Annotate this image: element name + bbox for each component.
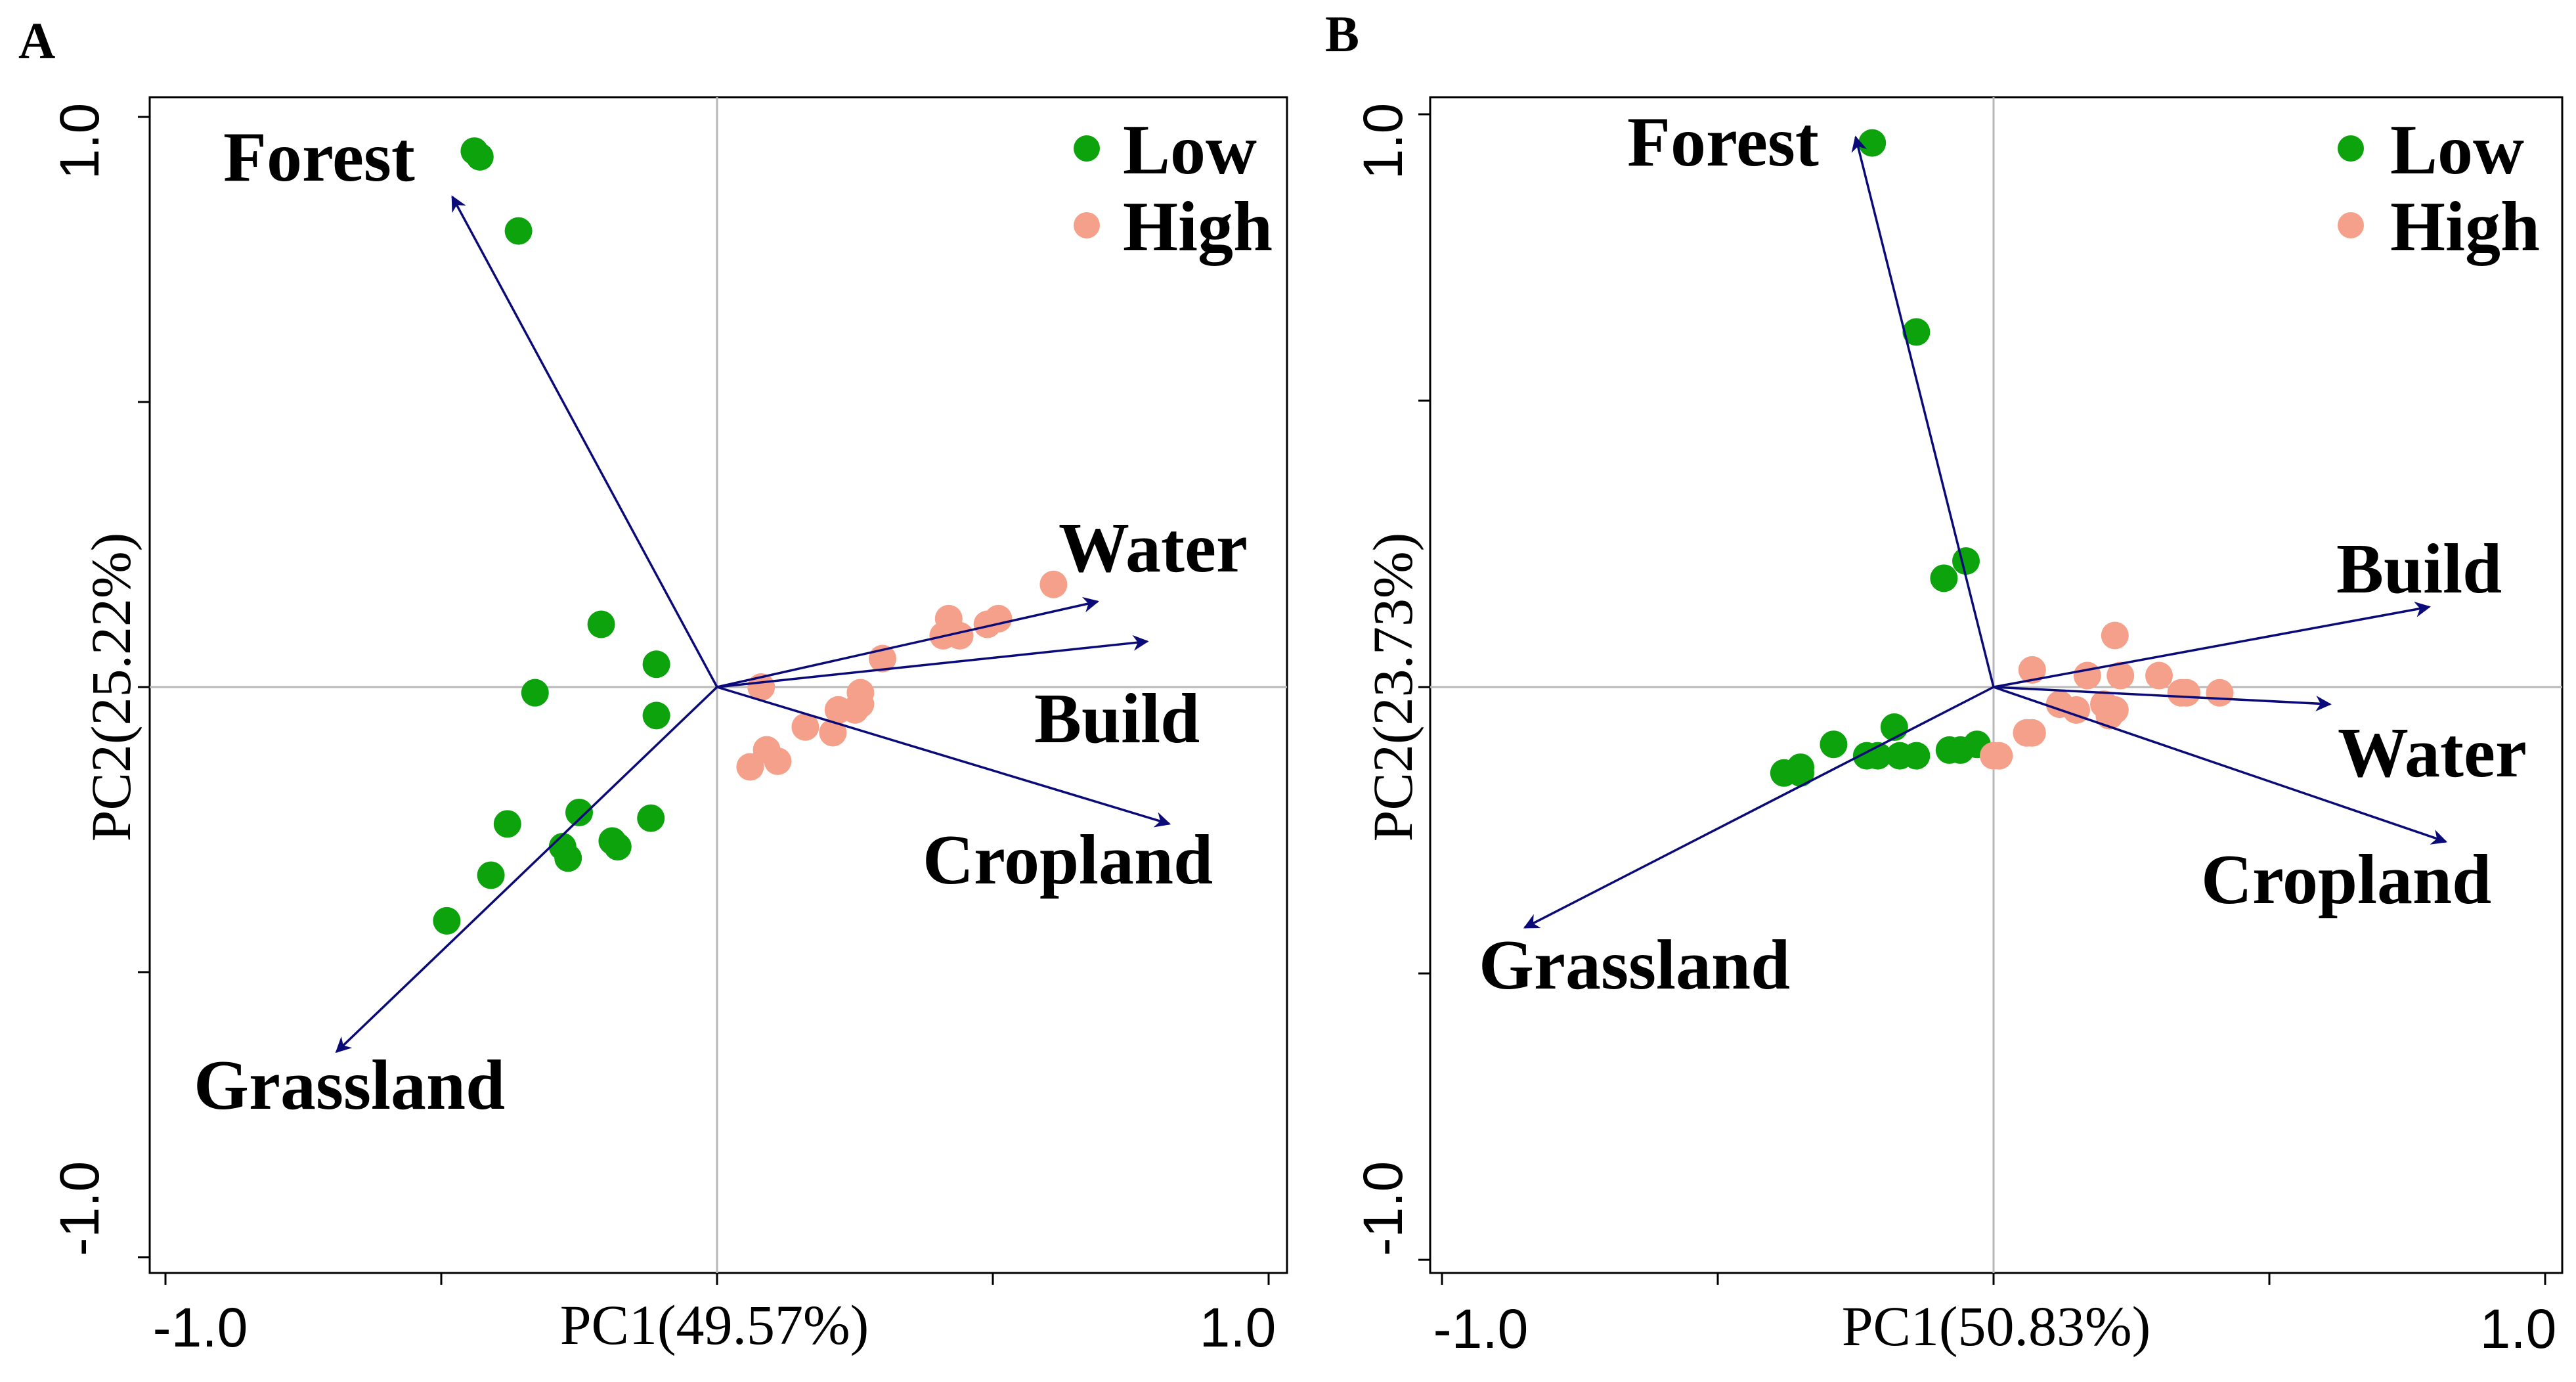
data-point-low: [1770, 759, 1798, 787]
loading-arrow-build: [716, 635, 1149, 688]
data-point-low: [504, 217, 533, 245]
x-tick-label: 1.0: [2480, 1298, 2557, 1360]
data-point-high: [2145, 661, 2173, 690]
data-point-high: [2013, 719, 2041, 747]
y-tick-label: 1.0: [1352, 103, 1414, 180]
panel-letter: B: [1325, 5, 1359, 62]
legend-label-low: Low: [1123, 111, 1257, 189]
x-axis-title: PC1(49.57%): [560, 1293, 869, 1356]
loading-label-forest: Forest: [223, 118, 415, 196]
loading-arrow-water: [1993, 686, 2332, 712]
data-point-low: [466, 143, 494, 171]
loading-arrow-cropland: [1993, 686, 2448, 845]
y-tick-label: -1.0: [1352, 1161, 1414, 1257]
data-point-low: [603, 833, 632, 861]
loading-arrow-forest: [451, 195, 718, 688]
data-point-high: [2107, 661, 2135, 690]
loading-label-grassland: Grassland: [194, 1046, 505, 1125]
data-point-low: [565, 798, 593, 826]
data-point-high: [747, 673, 775, 701]
data-point-low: [433, 906, 461, 935]
legend-marker-high: [1074, 212, 1100, 238]
loading-label-build: Build: [1034, 680, 1200, 758]
legend-marker-low: [1074, 135, 1100, 162]
data-point-low: [554, 844, 582, 872]
data-point-high: [764, 747, 792, 775]
data-point-high: [2095, 702, 2124, 730]
data-point-high: [946, 621, 974, 650]
data-point-high: [2173, 679, 2200, 707]
data-point-low: [642, 702, 670, 730]
loading-label-build: Build: [2336, 530, 2502, 608]
plot-frame: [148, 96, 1288, 1274]
data-point-low: [521, 679, 549, 707]
x-tick-label: -1.0: [153, 1297, 248, 1358]
legend-label-high: High: [1123, 188, 1273, 266]
loading-arrow-water: [716, 596, 1099, 688]
data-point-high: [2206, 679, 2234, 707]
data-point-low: [477, 861, 505, 889]
loading-label-cropland: Cropland: [923, 821, 1213, 899]
loading-label-cropland: Cropland: [2201, 841, 2491, 919]
data-point-high: [2073, 661, 2101, 690]
data-point-low: [637, 804, 665, 832]
loading-arrow-build: [1993, 602, 2431, 688]
data-point-high: [1980, 742, 2007, 770]
data-point-high: [791, 713, 819, 741]
data-point-low: [1820, 730, 1848, 759]
legend-label-low: Low: [2390, 111, 2524, 189]
data-point-high: [2018, 656, 2046, 684]
y-tick-label: 1.0: [49, 103, 110, 180]
x-axis-title: PC1(50.83%): [1842, 1295, 2151, 1358]
plot-frame: [1429, 96, 2564, 1274]
loading-label-water: Water: [2338, 714, 2527, 792]
data-point-low: [493, 810, 521, 838]
loading-arrow-cropland: [716, 686, 1171, 828]
x-tick-label: 1.0: [1200, 1297, 1277, 1358]
loading-arrow-grassland: [1523, 686, 1994, 929]
data-point-high: [736, 753, 764, 781]
data-point-high: [973, 610, 1001, 638]
data-point-low: [1858, 129, 1887, 157]
y-axis-title: PC2(25.22%): [79, 533, 142, 842]
data-point-high: [841, 696, 869, 724]
data-point-low: [1902, 318, 1931, 346]
loading-label-forest: Forest: [1627, 103, 1819, 181]
data-point-high: [2101, 621, 2129, 650]
loading-arrow-grassland: [335, 686, 718, 1054]
data-point-low: [642, 650, 670, 679]
data-point-low: [1902, 742, 1931, 770]
data-point-low: [1930, 564, 1958, 592]
y-tick-label: -1.0: [49, 1161, 110, 1257]
data-point-high: [1039, 570, 1068, 598]
loading-arrow-forest: [1851, 135, 1995, 688]
legend-label-high: High: [2390, 188, 2540, 266]
legend-marker-low: [2338, 135, 2364, 162]
panel-letter: A: [18, 12, 55, 69]
data-point-low: [587, 610, 615, 638]
loading-label-grassland: Grassland: [1479, 926, 1790, 1004]
panel-a: A -1.0 1.0 1.0 -1.0 PC1(49.57%) PC2(25.22%) Fo…: [18, 12, 1288, 1358]
data-point-high: [819, 719, 847, 747]
x-tick-label: -1.0: [1433, 1298, 1529, 1360]
loading-label-water: Water: [1059, 509, 1248, 587]
y-axis-title: PC2(23.73%): [1361, 533, 1424, 842]
data-point-low: [1952, 547, 1980, 575]
legend-marker-high: [2338, 212, 2364, 238]
panel-b: B -1.0 1.0 1.0 -1.0 PC1(50.83%) PC2(23.73%) Fo…: [1325, 5, 2564, 1360]
